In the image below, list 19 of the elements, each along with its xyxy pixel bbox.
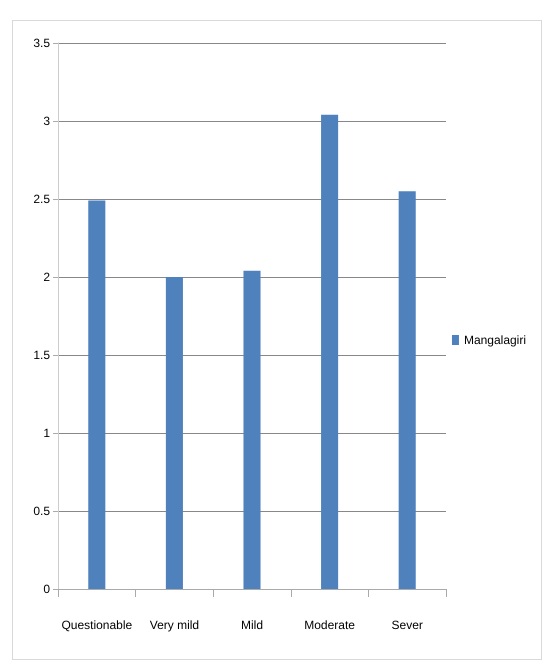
bar bbox=[243, 270, 261, 589]
y-tick-label: 1 bbox=[43, 426, 50, 440]
x-tick-label: Mild bbox=[240, 618, 264, 632]
y-tick-label: 1.5 bbox=[33, 348, 50, 362]
bar bbox=[398, 191, 416, 589]
y-tick-label: 3.5 bbox=[33, 36, 50, 50]
x-tick-label: Questionable bbox=[61, 618, 132, 632]
x-tick-label: Very mild bbox=[150, 618, 200, 632]
bar bbox=[88, 200, 106, 589]
y-tick-label: 2 bbox=[43, 270, 50, 284]
legend-label: Mangalagiri bbox=[464, 333, 526, 347]
y-tick-label: 3 bbox=[43, 114, 50, 128]
bar bbox=[321, 114, 338, 589]
y-tick-label: 0 bbox=[43, 582, 50, 596]
x-tick-label: Moderate bbox=[304, 618, 356, 632]
x-tick-label: Sever bbox=[392, 618, 423, 632]
y-tick-label: 0.5 bbox=[33, 504, 50, 518]
bar bbox=[166, 277, 183, 589]
y-tick-label: 2.5 bbox=[33, 192, 50, 206]
